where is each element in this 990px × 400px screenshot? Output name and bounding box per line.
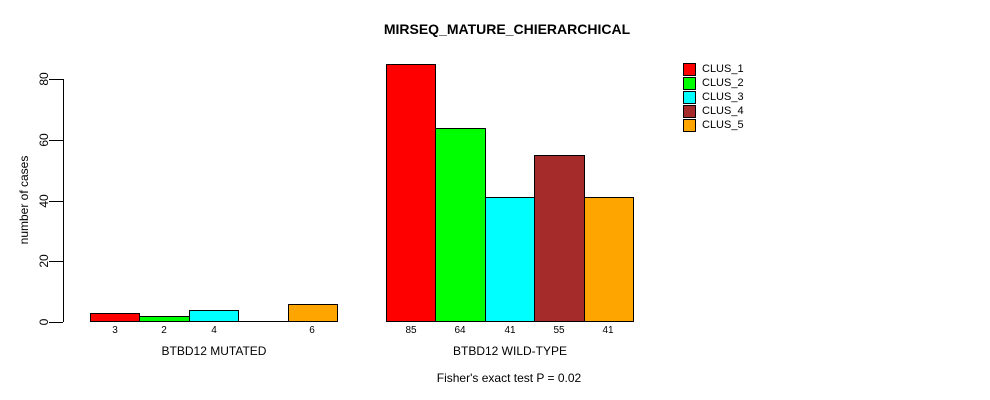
bar-value-label: 55 <box>553 325 565 336</box>
y-axis-tick <box>49 201 63 202</box>
bar-clus_3 <box>189 310 239 322</box>
legend-item-clus_2: CLUS_2 <box>683 76 744 90</box>
legend-label: CLUS_2 <box>702 77 744 89</box>
legend-label: CLUS_5 <box>702 119 744 131</box>
bar-clus_5 <box>288 304 338 322</box>
bar-clus_4 <box>534 155 585 322</box>
bar-value-label: 2 <box>161 325 167 336</box>
y-axis-label: number of cases <box>17 155 31 245</box>
y-axis-tick-label: 60 <box>37 133 51 147</box>
bar-clus_3 <box>485 197 535 322</box>
y-axis-line <box>63 79 64 322</box>
legend: CLUS_1 CLUS_2 CLUS_3 CLUS_4 CLUS_5 <box>683 62 744 132</box>
y-axis-tick-label: 40 <box>37 194 51 208</box>
bar-clus_1 <box>90 313 140 322</box>
y-axis-tick-label: 0 <box>37 318 51 326</box>
annotation-text: Fisher's exact test P = 0.02 <box>436 371 582 385</box>
group-label: BTBD12 WILD-TYPE <box>452 344 568 358</box>
chart-title: MIRSEQ_MATURE_CHIERARCHICAL <box>383 21 631 37</box>
y-axis-tick-label: 80 <box>37 72 51 86</box>
bar-value-label: 85 <box>405 325 417 336</box>
legend-label: CLUS_1 <box>702 63 744 75</box>
y-axis-tick-label: 20 <box>37 254 51 268</box>
legend-item-clus_3: CLUS_3 <box>683 90 744 104</box>
bar-clus_4-zero <box>238 321 289 322</box>
group-label: BTBD12 MUTATED <box>161 344 267 358</box>
y-axis-tick <box>49 261 63 262</box>
y-axis-tick <box>49 140 63 141</box>
y-axis-tick <box>49 322 63 323</box>
legend-label: CLUS_4 <box>702 105 744 117</box>
y-axis-tick <box>49 79 63 80</box>
bar-value-label: 3 <box>112 325 118 336</box>
bar-value-label: 4 <box>211 325 217 336</box>
legend-swatch-icon <box>683 76 696 90</box>
legend-swatch-icon <box>683 104 696 118</box>
bar-clus_2 <box>139 316 190 322</box>
legend-swatch-icon <box>683 62 696 76</box>
legend-swatch-icon <box>683 90 696 104</box>
bar-value-label: 41 <box>602 325 614 336</box>
bar-clus_1 <box>386 64 436 322</box>
bar-value-label: 41 <box>504 325 516 336</box>
bar-clus_5 <box>584 197 634 322</box>
bar-clus_2 <box>435 128 486 322</box>
legend-item-clus_5: CLUS_5 <box>683 118 744 132</box>
bar-value-label: 64 <box>454 325 466 336</box>
legend-item-clus_1: CLUS_1 <box>683 62 744 76</box>
legend-swatch-icon <box>683 118 696 132</box>
bar-value-label: 6 <box>309 325 315 336</box>
legend-item-clus_4: CLUS_4 <box>683 104 744 118</box>
legend-label: CLUS_3 <box>702 91 744 103</box>
